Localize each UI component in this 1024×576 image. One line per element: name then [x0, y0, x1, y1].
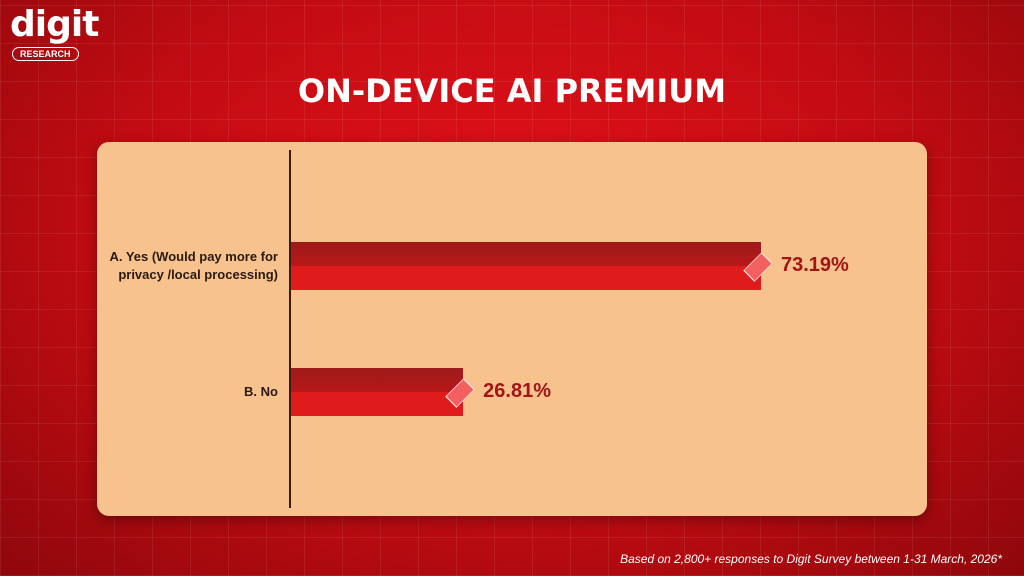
- footnote: Based on 2,800+ responses to Digit Surve…: [620, 552, 1002, 566]
- bar: [291, 242, 773, 290]
- category-label: B. No: [244, 384, 278, 399]
- axis-line: [289, 150, 291, 508]
- value-label: 73.19%: [781, 254, 849, 276]
- category-label: A. Yes (Would pay more for privacy /loca…: [109, 249, 278, 282]
- brand-logo: digit: [10, 4, 99, 45]
- chart-panel: [97, 142, 927, 516]
- value-label: 26.81%: [483, 380, 551, 402]
- chart-title: ON-DEVICE AI PREMIUM: [297, 72, 727, 110]
- brand-tagline: RESEARCH: [12, 47, 79, 61]
- bar: [291, 368, 475, 416]
